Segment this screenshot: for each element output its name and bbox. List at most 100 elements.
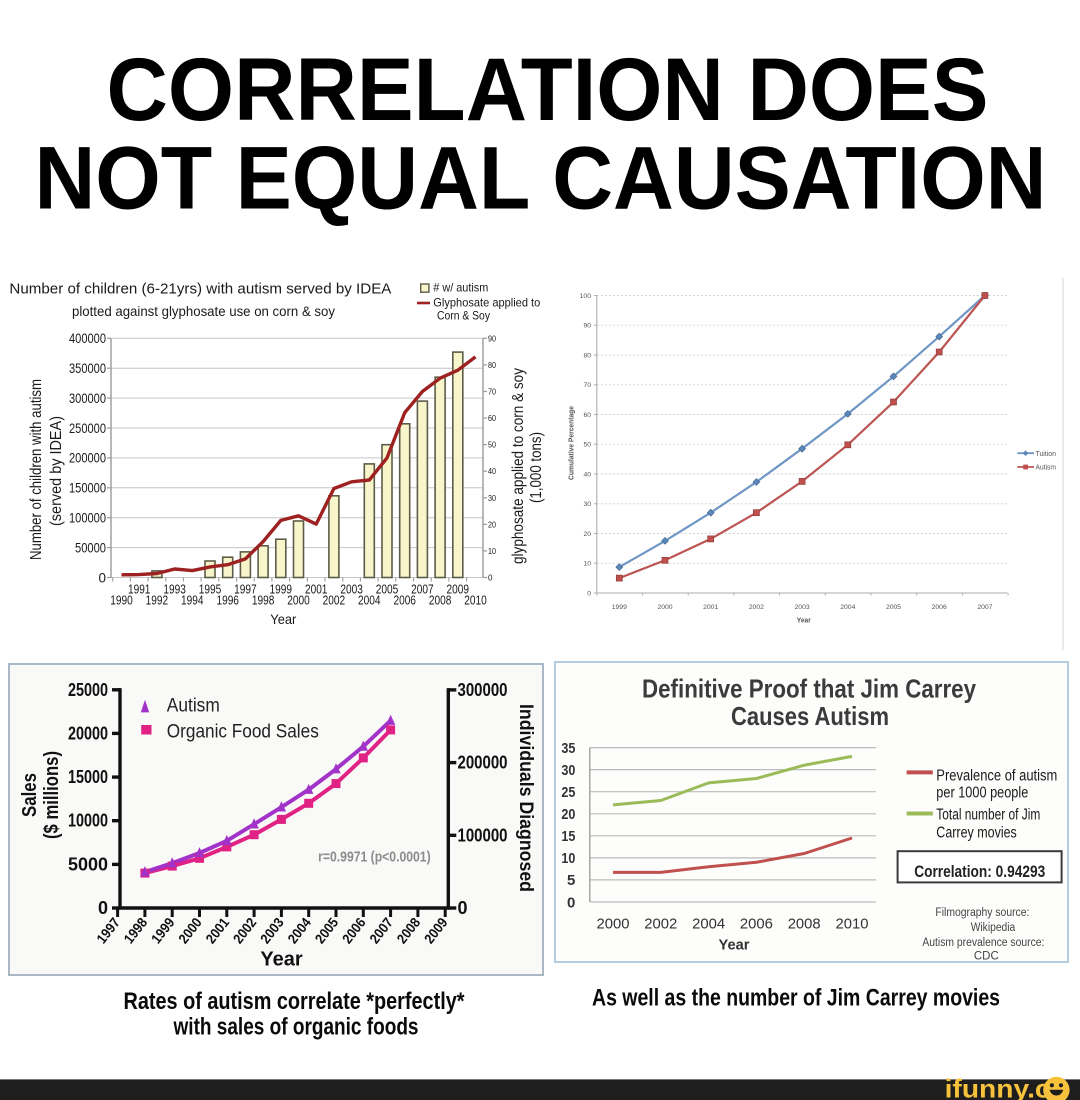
svg-text:Glyphosate applied to: Glyphosate applied to <box>433 296 540 310</box>
svg-text:80: 80 <box>583 352 591 359</box>
svg-text:Autism: Autism <box>1036 463 1057 472</box>
svg-text:Corn & Soy: Corn & Soy <box>437 309 490 323</box>
svg-text:($ millions): ($ millions) <box>41 751 63 839</box>
svg-text:2007: 2007 <box>366 914 396 946</box>
svg-text:30: 30 <box>561 762 575 779</box>
svg-text:10000: 10000 <box>68 811 108 831</box>
svg-text:Year: Year <box>719 937 750 954</box>
svg-text:Year: Year <box>260 949 302 971</box>
svg-text:1998: 1998 <box>120 914 150 946</box>
svg-text:Organic Food Sales: Organic Food Sales <box>167 721 319 742</box>
svg-text:40: 40 <box>488 467 496 476</box>
svg-text:NOT EQUAL CAUSATION: NOT EQUAL CAUSATION <box>35 128 1047 228</box>
svg-text:100000: 100000 <box>458 825 508 845</box>
svg-text:2007: 2007 <box>411 583 434 597</box>
svg-text:1999: 1999 <box>612 604 627 611</box>
svg-text:Total number of Jim: Total number of Jim <box>936 806 1040 823</box>
svg-text:2003: 2003 <box>257 914 287 946</box>
svg-text:10: 10 <box>561 850 575 867</box>
svg-text:2001: 2001 <box>202 914 232 946</box>
svg-text:200000: 200000 <box>458 753 508 773</box>
svg-text:2002: 2002 <box>749 604 764 611</box>
svg-text:0: 0 <box>98 898 108 918</box>
svg-text:2008: 2008 <box>393 914 423 946</box>
svg-text:2004: 2004 <box>358 594 381 608</box>
svg-text:2002: 2002 <box>230 914 260 946</box>
svg-text:Number of children with autism: Number of children with autism <box>28 379 45 560</box>
svg-text:2004: 2004 <box>284 914 314 946</box>
svg-text:15000: 15000 <box>68 767 108 787</box>
svg-text:Carrey movies: Carrey movies <box>936 824 1017 841</box>
svg-text:300000: 300000 <box>458 680 508 700</box>
svg-text:r=0.9971 (p<0.0001): r=0.9971 (p<0.0001) <box>318 849 431 866</box>
svg-text:1999: 1999 <box>270 583 293 597</box>
svg-text:20000: 20000 <box>68 723 108 743</box>
svg-text:with sales of organic foods: with sales of organic foods <box>173 1014 419 1041</box>
svg-text:CDC: CDC <box>974 951 999 963</box>
svg-text:10: 10 <box>488 547 496 556</box>
svg-text:250000: 250000 <box>69 421 106 436</box>
svg-text:400000: 400000 <box>69 331 106 346</box>
svg-text:2002: 2002 <box>644 916 677 933</box>
svg-text:1998: 1998 <box>252 594 275 608</box>
svg-text:90: 90 <box>583 323 591 330</box>
svg-text:plotted against glyphosate use: plotted against glyphosate use on corn &… <box>72 303 335 319</box>
svg-text:2003: 2003 <box>795 604 810 611</box>
svg-text:2000: 2000 <box>597 916 630 933</box>
svg-text:glyphosate applied to corn & s: glyphosate applied to corn & soy <box>510 368 527 564</box>
svg-text:20: 20 <box>488 520 496 529</box>
svg-text:ifunny.c: ifunny.c <box>945 1074 1051 1100</box>
svg-text:Tuition: Tuition <box>1036 449 1056 458</box>
svg-text:1992: 1992 <box>146 594 169 608</box>
svg-text:Wikipedia: Wikipedia <box>971 922 1016 934</box>
svg-text:2008: 2008 <box>429 594 452 608</box>
svg-text:2006: 2006 <box>932 604 947 611</box>
svg-text:0: 0 <box>587 590 591 597</box>
svg-text:2002: 2002 <box>323 594 346 608</box>
svg-text:1993: 1993 <box>163 583 186 597</box>
svg-text:Cumulative Percentage: Cumulative Percentage <box>567 406 576 480</box>
svg-text:As well as the number of Jim C: As well as the number of Jim Carrey movi… <box>592 985 1000 1012</box>
svg-text:2009: 2009 <box>421 914 451 946</box>
svg-text:60: 60 <box>583 412 591 419</box>
svg-text:CORRELATION DOES: CORRELATION DOES <box>107 39 989 139</box>
svg-text:1996: 1996 <box>216 594 239 608</box>
svg-text:50000: 50000 <box>75 540 106 555</box>
svg-text:# w/ autism: # w/ autism <box>433 281 488 295</box>
svg-text:1994: 1994 <box>181 594 204 608</box>
svg-text:25: 25 <box>561 784 575 801</box>
svg-text:2006: 2006 <box>740 916 773 933</box>
svg-text:20: 20 <box>561 806 575 823</box>
svg-text:2003: 2003 <box>340 583 363 597</box>
svg-text:2004: 2004 <box>692 916 725 933</box>
svg-text:2009: 2009 <box>447 583 470 597</box>
svg-text:0: 0 <box>488 574 493 583</box>
svg-text:Individuals Diagnosed: Individuals Diagnosed <box>515 704 536 892</box>
svg-text:50: 50 <box>583 442 591 449</box>
svg-text:15: 15 <box>561 828 575 845</box>
svg-text:350000: 350000 <box>69 361 106 376</box>
svg-text:Year: Year <box>270 611 296 627</box>
svg-text:60: 60 <box>488 414 496 423</box>
svg-text:0: 0 <box>458 898 468 918</box>
svg-text:(1,000 tons): (1,000 tons) <box>528 432 545 503</box>
svg-text:5: 5 <box>567 872 575 889</box>
svg-text:2004: 2004 <box>840 604 855 611</box>
svg-text:Year: Year <box>797 616 811 625</box>
svg-text:25000: 25000 <box>68 680 108 700</box>
svg-text:300000: 300000 <box>69 391 106 406</box>
svg-text:Filmography source:: Filmography source: <box>935 907 1029 919</box>
svg-text:30: 30 <box>488 494 496 503</box>
svg-text:30: 30 <box>583 501 591 508</box>
svg-text:1991: 1991 <box>128 583 151 597</box>
svg-text:0: 0 <box>98 570 106 585</box>
svg-text:Sales: Sales <box>19 773 41 817</box>
svg-text:Definitive Proof that Jim Carr: Definitive Proof that Jim Carrey <box>642 674 976 704</box>
svg-text:2000: 2000 <box>175 914 205 946</box>
svg-text:0: 0 <box>567 894 575 911</box>
svg-text:35: 35 <box>561 740 575 757</box>
svg-text:20: 20 <box>583 531 591 538</box>
svg-text:5000: 5000 <box>68 854 108 874</box>
svg-text:1995: 1995 <box>199 583 222 597</box>
svg-text:Correlation: 0.94293: Correlation: 0.94293 <box>914 862 1045 881</box>
